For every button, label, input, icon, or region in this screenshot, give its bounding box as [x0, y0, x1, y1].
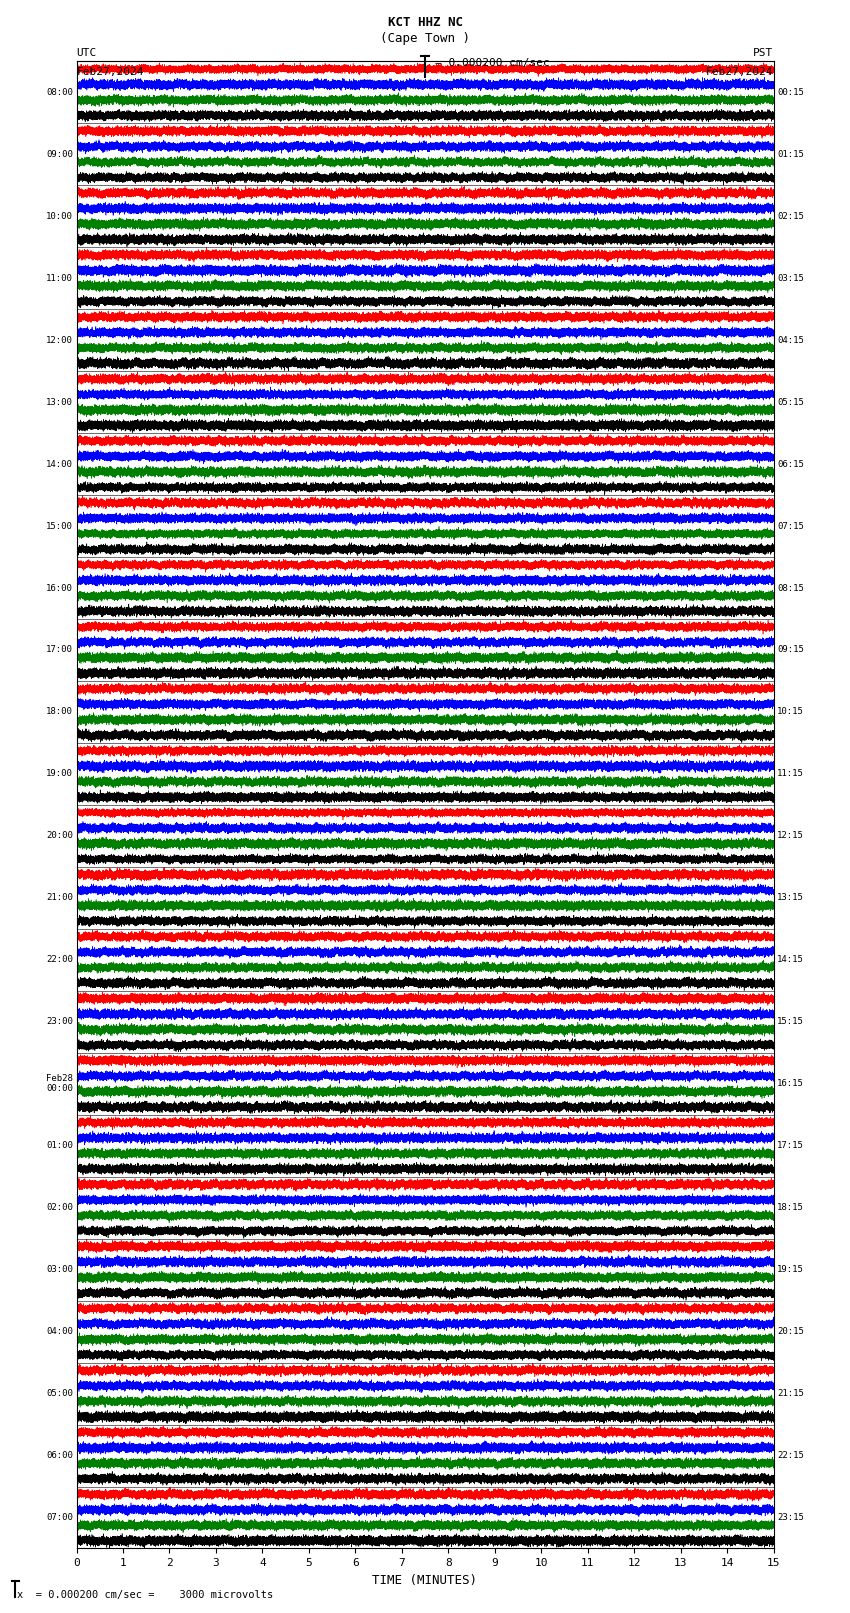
Text: 14:00: 14:00	[46, 460, 73, 468]
Text: 23:00: 23:00	[46, 1018, 73, 1026]
Text: 20:15: 20:15	[777, 1327, 804, 1336]
Text: Feb28
00:00: Feb28 00:00	[46, 1074, 73, 1094]
Text: 06:00: 06:00	[46, 1452, 73, 1460]
Text: 13:15: 13:15	[777, 894, 804, 902]
Text: 16:15: 16:15	[777, 1079, 804, 1089]
Text: 11:00: 11:00	[46, 274, 73, 282]
Text: 22:00: 22:00	[46, 955, 73, 965]
Text: 01:00: 01:00	[46, 1142, 73, 1150]
Text: 10:00: 10:00	[46, 211, 73, 221]
Text: 12:15: 12:15	[777, 831, 804, 840]
Text: 18:00: 18:00	[46, 708, 73, 716]
Text: 20:00: 20:00	[46, 831, 73, 840]
Text: 00:15: 00:15	[777, 87, 804, 97]
Text: 11:15: 11:15	[777, 769, 804, 779]
Text: 04:15: 04:15	[777, 336, 804, 345]
Text: 12:00: 12:00	[46, 336, 73, 345]
Text: 09:15: 09:15	[777, 645, 804, 655]
Text: Feb27,2024: Feb27,2024	[76, 68, 144, 77]
Text: PST: PST	[753, 48, 774, 58]
Text: 10:15: 10:15	[777, 708, 804, 716]
Text: 07:00: 07:00	[46, 1513, 73, 1523]
Text: 08:00: 08:00	[46, 87, 73, 97]
Text: 14:15: 14:15	[777, 955, 804, 965]
Text: 16:00: 16:00	[46, 584, 73, 592]
Text: 06:15: 06:15	[777, 460, 804, 468]
Text: (Cape Town ): (Cape Town )	[380, 32, 470, 45]
Text: 04:00: 04:00	[46, 1327, 73, 1336]
X-axis label: TIME (MINUTES): TIME (MINUTES)	[372, 1574, 478, 1587]
Text: 05:15: 05:15	[777, 398, 804, 406]
Text: x  = 0.000200 cm/sec =    3000 microvolts: x = 0.000200 cm/sec = 3000 microvolts	[17, 1590, 273, 1600]
Text: = 0.000200 cm/sec: = 0.000200 cm/sec	[435, 58, 550, 68]
Text: 21:15: 21:15	[777, 1389, 804, 1398]
Text: 08:15: 08:15	[777, 584, 804, 592]
Text: UTC: UTC	[76, 48, 97, 58]
Text: 02:15: 02:15	[777, 211, 804, 221]
Text: 03:15: 03:15	[777, 274, 804, 282]
Text: 17:15: 17:15	[777, 1142, 804, 1150]
Text: 05:00: 05:00	[46, 1389, 73, 1398]
Text: Feb27,2024: Feb27,2024	[706, 68, 774, 77]
Text: 07:15: 07:15	[777, 521, 804, 531]
Text: 17:00: 17:00	[46, 645, 73, 655]
Text: 02:00: 02:00	[46, 1203, 73, 1211]
Text: 15:15: 15:15	[777, 1018, 804, 1026]
Text: 19:15: 19:15	[777, 1265, 804, 1274]
Text: 13:00: 13:00	[46, 398, 73, 406]
Text: 22:15: 22:15	[777, 1452, 804, 1460]
Text: 21:00: 21:00	[46, 894, 73, 902]
Text: 15:00: 15:00	[46, 521, 73, 531]
Text: 18:15: 18:15	[777, 1203, 804, 1211]
Text: 03:00: 03:00	[46, 1265, 73, 1274]
Text: 01:15: 01:15	[777, 150, 804, 158]
Text: KCT HHZ NC: KCT HHZ NC	[388, 16, 462, 29]
Text: 19:00: 19:00	[46, 769, 73, 779]
Text: 23:15: 23:15	[777, 1513, 804, 1523]
Text: 09:00: 09:00	[46, 150, 73, 158]
